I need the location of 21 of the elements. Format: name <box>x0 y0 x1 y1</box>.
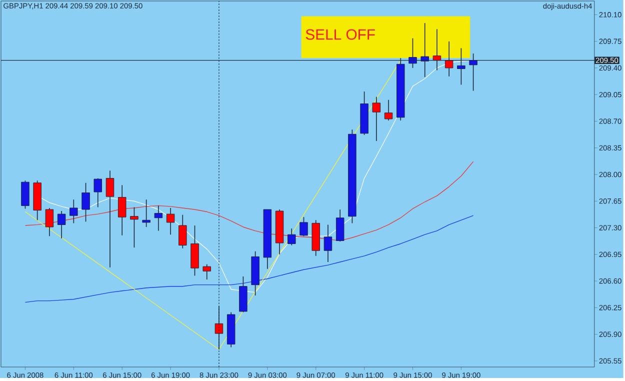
candlestick <box>57 210 66 239</box>
candlestick <box>372 96 381 142</box>
candlestick <box>45 208 54 236</box>
candlestick <box>384 99 393 121</box>
candlestick <box>288 228 296 246</box>
candlestick <box>118 184 126 236</box>
candlestick <box>82 182 90 222</box>
candlestick <box>178 214 187 249</box>
candlestick <box>21 180 30 210</box>
candlestick <box>70 199 78 224</box>
annotation: SELL OFF <box>306 29 375 40</box>
candlestick <box>142 199 150 228</box>
candlestick <box>130 206 138 248</box>
candlestick <box>166 208 175 235</box>
candlestick <box>154 205 163 232</box>
candlestick <box>202 264 211 280</box>
candlestick <box>300 216 308 236</box>
candlestick <box>324 224 332 262</box>
candlestick <box>94 178 102 208</box>
candlestick <box>106 170 114 268</box>
candlestick <box>336 209 344 242</box>
